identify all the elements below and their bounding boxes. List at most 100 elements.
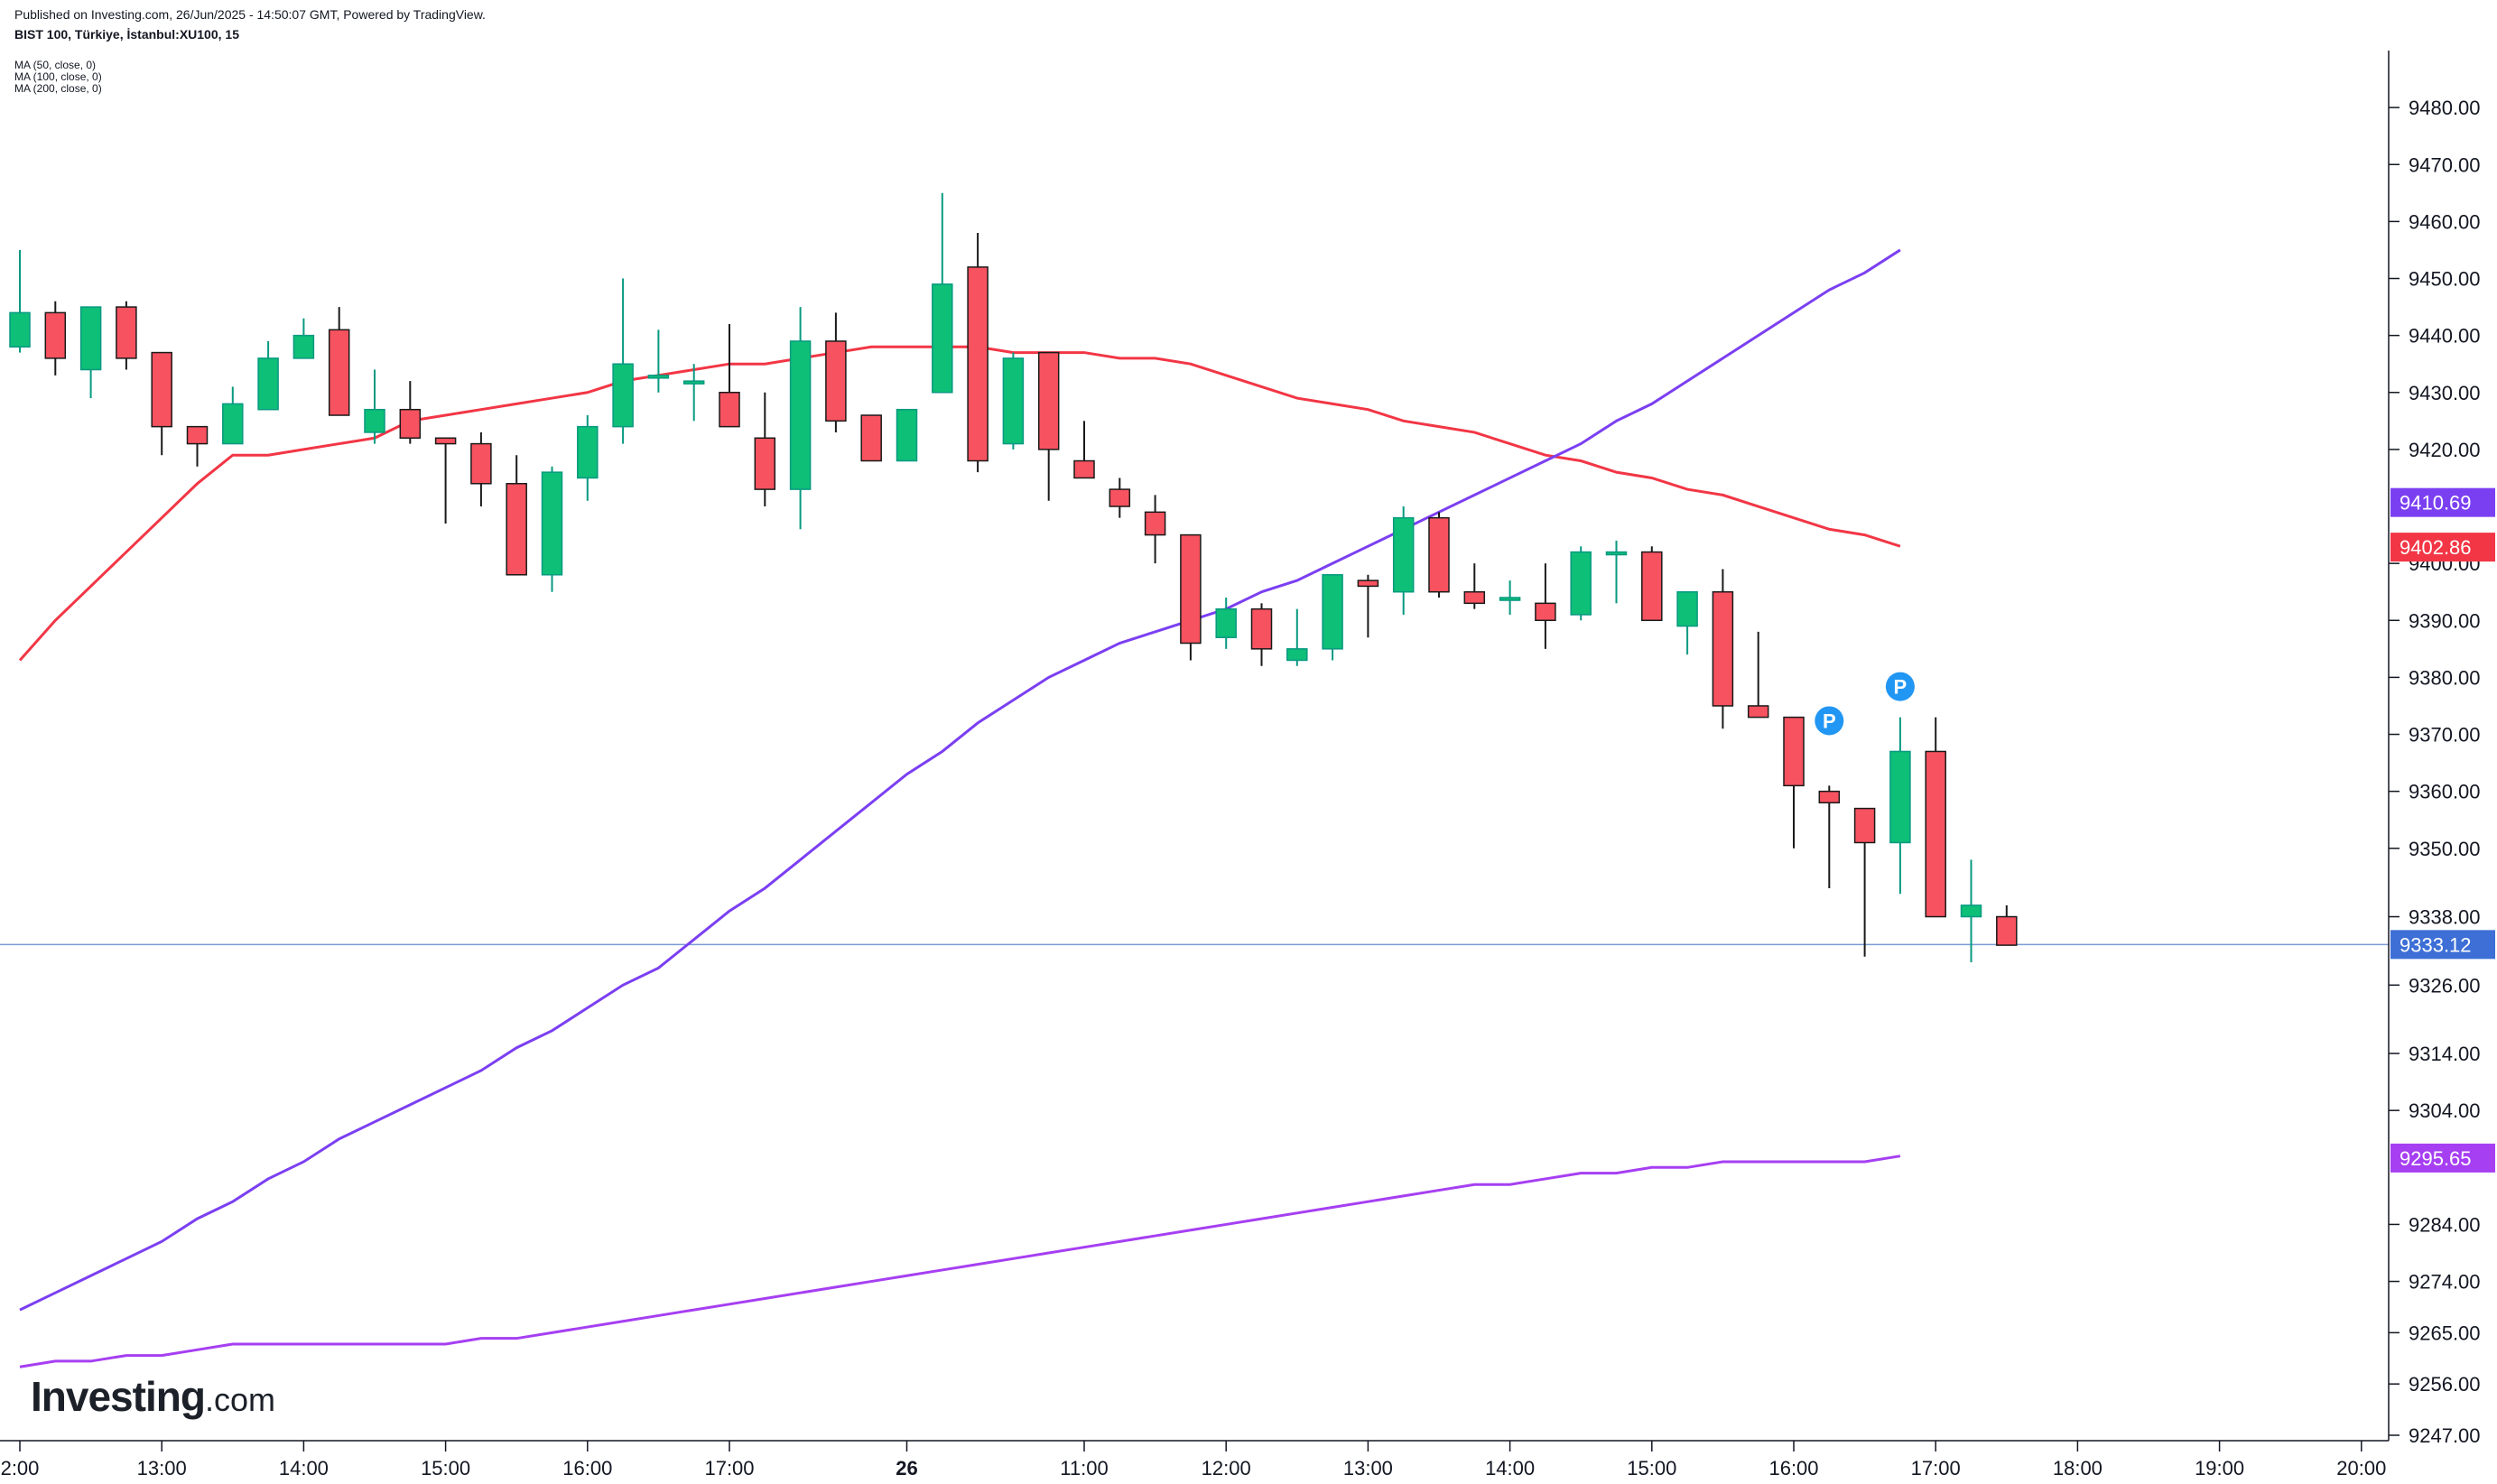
moving-averages — [18, 248, 1901, 1368]
symbol-title: BIST 100, Türkiye, İstanbul:XU100, 15 — [14, 27, 239, 42]
price-tag-label: 9402.86 — [2400, 536, 2472, 559]
marker-circle — [1815, 706, 1844, 736]
candle-body — [1676, 590, 1698, 627]
y-tick-label: 9350.00 — [2409, 838, 2481, 860]
candle-body — [541, 471, 563, 576]
ma-line — [19, 248, 1901, 1312]
y-tick-label: 9338.00 — [2409, 906, 2481, 929]
candle-body — [79, 306, 102, 371]
candle-body — [506, 483, 527, 576]
candle-body — [1535, 602, 1556, 622]
y-tick-label: 9450.00 — [2409, 268, 2481, 291]
candle-body — [1250, 608, 1273, 650]
y-axis: 9480.00 9470.00 9460.00 9450.00 9440.00 9430.… — [2389, 97, 2481, 1447]
x-tick-label: 12:00 — [1202, 1457, 1251, 1479]
candle-body — [1073, 459, 1095, 479]
candle-body — [825, 340, 847, 422]
y-tick-label: 9370.00 — [2409, 724, 2481, 747]
price-tag — [2390, 533, 2495, 562]
y-tick-label: 9440.00 — [2409, 325, 2481, 348]
candle-body — [1570, 551, 1592, 616]
y-tick-label: 9380.00 — [2409, 666, 2481, 689]
candle-body — [1925, 750, 1946, 918]
candle-body — [1605, 551, 1628, 556]
candle-body — [1960, 904, 1982, 918]
candle-body — [1215, 608, 1237, 638]
candle-body — [328, 329, 350, 416]
price-tag — [2390, 487, 2495, 517]
candle-body — [719, 392, 740, 428]
y-tick-label: 9420.00 — [2409, 439, 2481, 461]
y-tick-label: 9256.00 — [2409, 1373, 2481, 1396]
candle-body — [399, 408, 422, 440]
candle-body — [116, 306, 137, 359]
x-tick-label: 18:00 — [2053, 1457, 2102, 1479]
y-tick-label: 9274.00 — [2409, 1271, 2481, 1294]
y-tick-label: 9470.00 — [2409, 153, 2481, 176]
ma-line — [18, 345, 1901, 662]
candle-body — [1641, 551, 1663, 622]
marker-circle — [1885, 672, 1915, 701]
candle-body — [789, 340, 812, 490]
published-note: Published on Investing.com, 26/Jun/2025 … — [14, 7, 486, 22]
candle-body — [967, 266, 989, 462]
candle-body — [612, 363, 634, 428]
candle-body — [151, 351, 172, 428]
y-tick-label: 9284.00 — [2409, 1213, 2481, 1236]
candle-body — [1002, 357, 1025, 445]
candle-body — [1712, 590, 1734, 707]
ma100-legend: MA (100, close, 0) — [14, 70, 102, 83]
candle-body — [1463, 590, 1486, 605]
candle-body — [682, 380, 705, 385]
ma50-legend: MA (50, close, 0) — [14, 59, 97, 71]
x-tick-label: 17:00 — [1911, 1457, 1961, 1479]
candle-body — [434, 437, 457, 445]
candle-body — [1996, 915, 2018, 946]
candle-body — [1783, 716, 1805, 787]
candle-body — [896, 408, 918, 462]
y-tick-label: 9480.00 — [2409, 97, 2481, 119]
candle-body — [292, 334, 315, 359]
candle-body — [577, 425, 599, 479]
candle-body — [1499, 597, 1521, 601]
candle-body — [932, 283, 953, 394]
candle-body — [364, 408, 385, 433]
ma-line — [19, 1155, 1901, 1368]
candle-body — [1180, 533, 1202, 645]
x-tick-label: 11:00 — [1060, 1457, 1108, 1479]
candle-body — [647, 375, 670, 379]
x-tick-label: 26 — [896, 1457, 917, 1479]
candle-body — [186, 425, 209, 445]
x-tick-label: 15:00 — [1627, 1457, 1676, 1479]
price-tag — [2390, 930, 2495, 960]
candle-body — [1747, 705, 1769, 719]
y-tick-label: 9390.00 — [2409, 609, 2481, 632]
x-tick-label: 17:00 — [704, 1457, 754, 1479]
y-tick-label: 9460.00 — [2409, 210, 2481, 233]
x-tick-label: 13:00 — [137, 1457, 187, 1479]
candle-body — [44, 311, 67, 359]
y-tick-label: 9430.00 — [2409, 382, 2481, 404]
candle-body — [1889, 750, 1911, 844]
y-tick-label: 9326.00 — [2409, 974, 2481, 997]
x-tick-label: 16:00 — [562, 1457, 612, 1479]
candle-body — [1428, 516, 1450, 593]
candle-body — [222, 403, 244, 445]
markers: PP — [1815, 672, 1915, 736]
candle-body — [860, 414, 882, 462]
y-tick-label: 9265.00 — [2409, 1322, 2481, 1344]
candles — [9, 192, 2018, 963]
candle-body — [9, 311, 31, 348]
candle-body — [1322, 574, 1343, 650]
ma200-legend: MA (200, close, 0) — [14, 82, 102, 95]
price-tag-label: 9295.65 — [2400, 1147, 2472, 1170]
candle-body — [1144, 511, 1166, 536]
x-tick-label: 16:00 — [1768, 1457, 1818, 1479]
price-tags: 9410.69 9402.86 9333.12 9295.65 — [2390, 487, 2495, 1173]
x-tick-label: 2:00 — [1, 1457, 40, 1479]
x-tick-label: 15:00 — [421, 1457, 470, 1479]
candle-body — [1392, 516, 1415, 593]
x-tick-label: 14:00 — [279, 1457, 329, 1479]
price-tag-label: 9410.69 — [2400, 492, 2472, 515]
